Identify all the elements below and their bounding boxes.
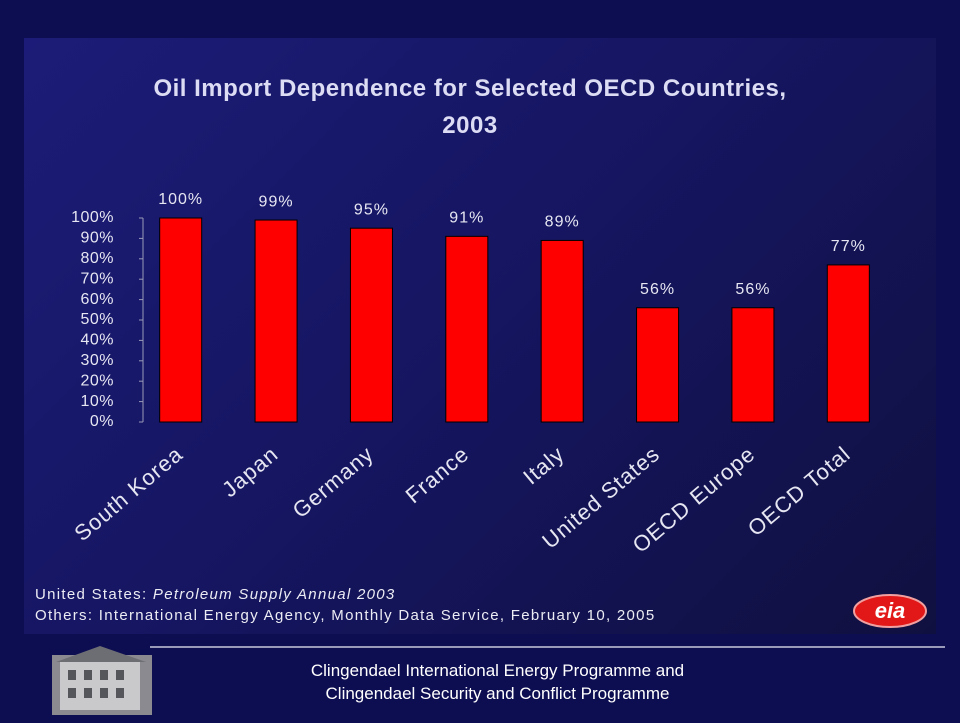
y-tick-label: 100% (71, 209, 114, 226)
x-tick-label: Japan (217, 441, 283, 502)
bar (540, 239, 584, 423)
footer-text: Clingendael Security and Conflict Progra… (325, 684, 670, 703)
building-image (52, 646, 152, 715)
y-tick-label: 60% (80, 291, 114, 308)
y-tick-label: 70% (80, 270, 114, 287)
value-label: 56% (640, 281, 675, 298)
value-label: 77% (831, 238, 866, 255)
y-tick-label: 40% (80, 332, 114, 349)
source-text: Petroleum Supply Annual 2003 (152, 586, 396, 603)
bar (731, 307, 775, 423)
x-tick-label: OECD Total (743, 441, 855, 541)
value-label: 91% (449, 210, 484, 227)
value-label: 89% (545, 214, 580, 231)
value-label: 56% (735, 281, 770, 298)
bar (445, 235, 489, 423)
value-label: 100% (158, 191, 203, 208)
footer-text: Clingendael International Energy Program… (310, 661, 685, 680)
bar (159, 217, 203, 423)
y-tick-label: 80% (80, 250, 114, 267)
y-tick-label: 30% (80, 352, 114, 369)
bar (826, 264, 870, 423)
x-tick-label: Germany (288, 441, 379, 523)
source-line: Others: International Energy Agency, Mon… (35, 607, 655, 624)
eia-logo: eia (853, 594, 927, 628)
value-label: 95% (354, 201, 389, 218)
chart-title: Oil Import Dependence for Selected OECD … (153, 75, 787, 139)
bar (254, 219, 298, 423)
x-tick-label: Italy (518, 441, 569, 489)
bar (636, 307, 680, 423)
x-tick-label: South Korea (69, 441, 187, 546)
value-label: 99% (259, 193, 294, 210)
source-text: United States: (35, 586, 153, 603)
bar (349, 227, 393, 423)
y-tick-label: 50% (80, 311, 114, 328)
y-tick-label: 20% (80, 372, 114, 389)
source-text: Others: International Energy Agency, Mon… (35, 607, 656, 624)
x-tick-label: France (401, 441, 474, 508)
source-line: United States: Petroleum Supply Annual 2… (35, 586, 396, 603)
logo-text: eia (875, 598, 906, 623)
y-tick-label: 10% (80, 393, 114, 410)
y-tick-label: 90% (80, 230, 114, 247)
y-tick-label: 0% (90, 413, 114, 430)
